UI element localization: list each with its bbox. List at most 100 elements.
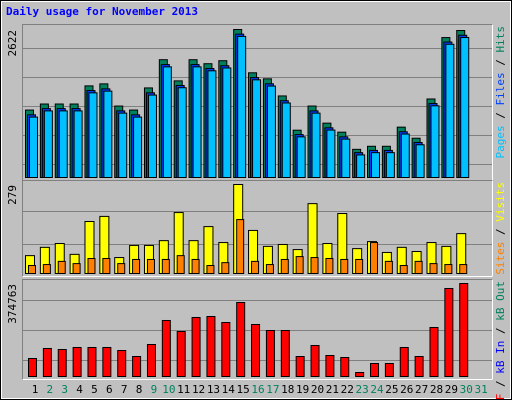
x-tick-label: 20 bbox=[311, 383, 324, 396]
bar bbox=[430, 105, 440, 178]
x-tick-label: 24 bbox=[370, 383, 384, 396]
bar bbox=[296, 136, 306, 178]
x-tick-label: 22 bbox=[341, 383, 354, 396]
legend-entry: kB Out bbox=[494, 281, 507, 321]
bar bbox=[399, 346, 409, 378]
bar bbox=[146, 258, 155, 275]
bar bbox=[445, 43, 455, 178]
bar bbox=[266, 85, 276, 178]
bar bbox=[162, 66, 172, 178]
bar bbox=[340, 356, 350, 377]
bar bbox=[459, 283, 469, 377]
legend-separator: / bbox=[494, 222, 507, 242]
bar bbox=[191, 316, 201, 378]
x-tick-label: 23 bbox=[356, 383, 369, 396]
bar bbox=[371, 152, 381, 179]
bar bbox=[28, 357, 37, 378]
bar bbox=[206, 315, 216, 377]
bar bbox=[295, 355, 305, 378]
bar bbox=[355, 258, 364, 275]
bar bbox=[72, 346, 82, 378]
x-tick-label: 30 bbox=[460, 383, 473, 396]
bar bbox=[370, 362, 380, 377]
x-tick-label: 7 bbox=[121, 383, 128, 396]
y-tick-label: 2622 bbox=[6, 30, 19, 57]
bar bbox=[414, 260, 423, 275]
bar bbox=[176, 255, 185, 274]
bar bbox=[370, 242, 379, 274]
bar bbox=[326, 129, 336, 179]
x-tick-label: 5 bbox=[91, 383, 98, 396]
legend-entry: kB F bbox=[494, 394, 507, 400]
bar bbox=[310, 344, 320, 378]
bar bbox=[103, 90, 113, 178]
bar bbox=[414, 355, 424, 378]
bar bbox=[355, 371, 365, 378]
bar bbox=[310, 257, 319, 274]
bar bbox=[311, 112, 321, 178]
bar bbox=[237, 35, 247, 178]
bar bbox=[58, 110, 68, 178]
legend-entry: Files bbox=[494, 72, 507, 105]
x-tick-label: 16 bbox=[251, 383, 264, 396]
x-tick-label: 31 bbox=[474, 383, 487, 396]
bar bbox=[221, 321, 231, 378]
bar bbox=[207, 70, 217, 178]
bar bbox=[177, 87, 187, 178]
bar bbox=[251, 260, 260, 275]
legend: Sites / Visits bbox=[494, 182, 507, 275]
bar bbox=[444, 287, 454, 377]
legend-entry: Sites bbox=[494, 242, 507, 275]
bar bbox=[72, 263, 81, 275]
bar bbox=[400, 133, 410, 178]
legend-separator: / bbox=[494, 321, 507, 341]
x-tick-label: 6 bbox=[106, 383, 113, 396]
legend: kB F / kB In / kB Out bbox=[494, 281, 507, 400]
bar bbox=[221, 262, 230, 274]
bar bbox=[222, 67, 232, 178]
x-tick-label: 28 bbox=[430, 383, 443, 396]
bar bbox=[340, 258, 349, 275]
bar bbox=[42, 264, 51, 275]
x-tick-label: 18 bbox=[281, 383, 294, 396]
bar bbox=[118, 112, 128, 178]
x-tick-label: 25 bbox=[385, 383, 398, 396]
x-tick-label: 8 bbox=[136, 383, 143, 396]
bar bbox=[295, 256, 304, 275]
chart-title: Daily usage for November 2013 bbox=[6, 5, 198, 18]
legend-entry: Pages bbox=[494, 125, 507, 158]
y-tick-label: 279 bbox=[6, 185, 19, 205]
bar bbox=[236, 219, 245, 274]
x-tick-label: 9 bbox=[151, 383, 158, 396]
x-tick-label: 13 bbox=[207, 383, 220, 396]
bar bbox=[325, 354, 335, 377]
bar bbox=[251, 323, 261, 377]
bar bbox=[146, 343, 156, 377]
x-tick-label: 3 bbox=[61, 383, 68, 396]
bar bbox=[88, 92, 98, 178]
x-tick-label: 1 bbox=[32, 383, 39, 396]
bar bbox=[132, 355, 142, 378]
x-tick-label: 2 bbox=[47, 383, 54, 396]
x-tick-label: 26 bbox=[400, 383, 413, 396]
bar bbox=[385, 152, 395, 179]
bar bbox=[161, 258, 170, 275]
legend-separator: / bbox=[494, 374, 507, 394]
bar bbox=[384, 260, 393, 275]
bar bbox=[117, 263, 126, 275]
bar bbox=[429, 326, 439, 377]
bar bbox=[161, 319, 171, 378]
bar bbox=[444, 264, 453, 275]
bar bbox=[325, 258, 334, 275]
bar bbox=[192, 66, 202, 178]
bar bbox=[280, 329, 290, 377]
bar bbox=[102, 346, 112, 378]
legend-entry: Visits bbox=[494, 182, 507, 222]
bar bbox=[29, 116, 38, 178]
x-tick-label: 19 bbox=[296, 383, 309, 396]
legend-separator: / bbox=[494, 53, 507, 73]
bar bbox=[206, 265, 215, 274]
bar bbox=[265, 329, 275, 377]
